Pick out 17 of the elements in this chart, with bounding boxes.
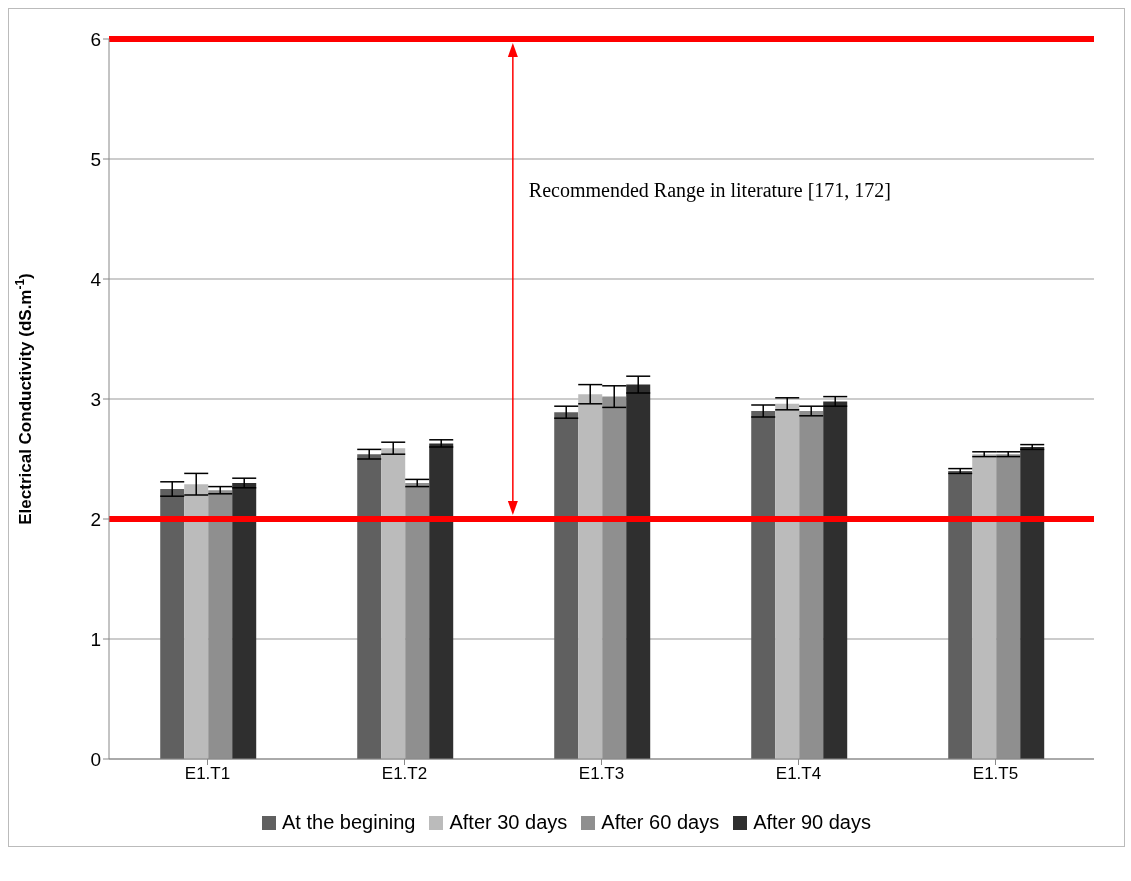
y-tick-label: 3 <box>90 388 101 410</box>
y-tick-label: 0 <box>90 748 101 770</box>
y-tick-label: 5 <box>90 148 101 170</box>
x-tick-label: E1.T2 <box>381 764 428 784</box>
legend-label: After 90 days <box>753 811 871 834</box>
x-tick-label: E1.T5 <box>972 764 1019 784</box>
annotation: Recommended Range in literature [171, 172] <box>528 179 891 203</box>
x-tick-label: E1.T1 <box>184 764 231 784</box>
y-tick-label: 4 <box>90 268 102 290</box>
x-tick-label: E1.T4 <box>775 764 822 784</box>
x-tick-label: E1.T3 <box>578 764 625 784</box>
y-tick-label: 2 <box>90 508 101 530</box>
legend-label: At the begining <box>282 811 416 834</box>
y-tick-label: 1 <box>90 628 101 650</box>
legend-label: After 30 days <box>449 811 568 834</box>
y-tick-label: 6 <box>90 28 101 50</box>
legend-label: After 60 days <box>601 811 720 834</box>
